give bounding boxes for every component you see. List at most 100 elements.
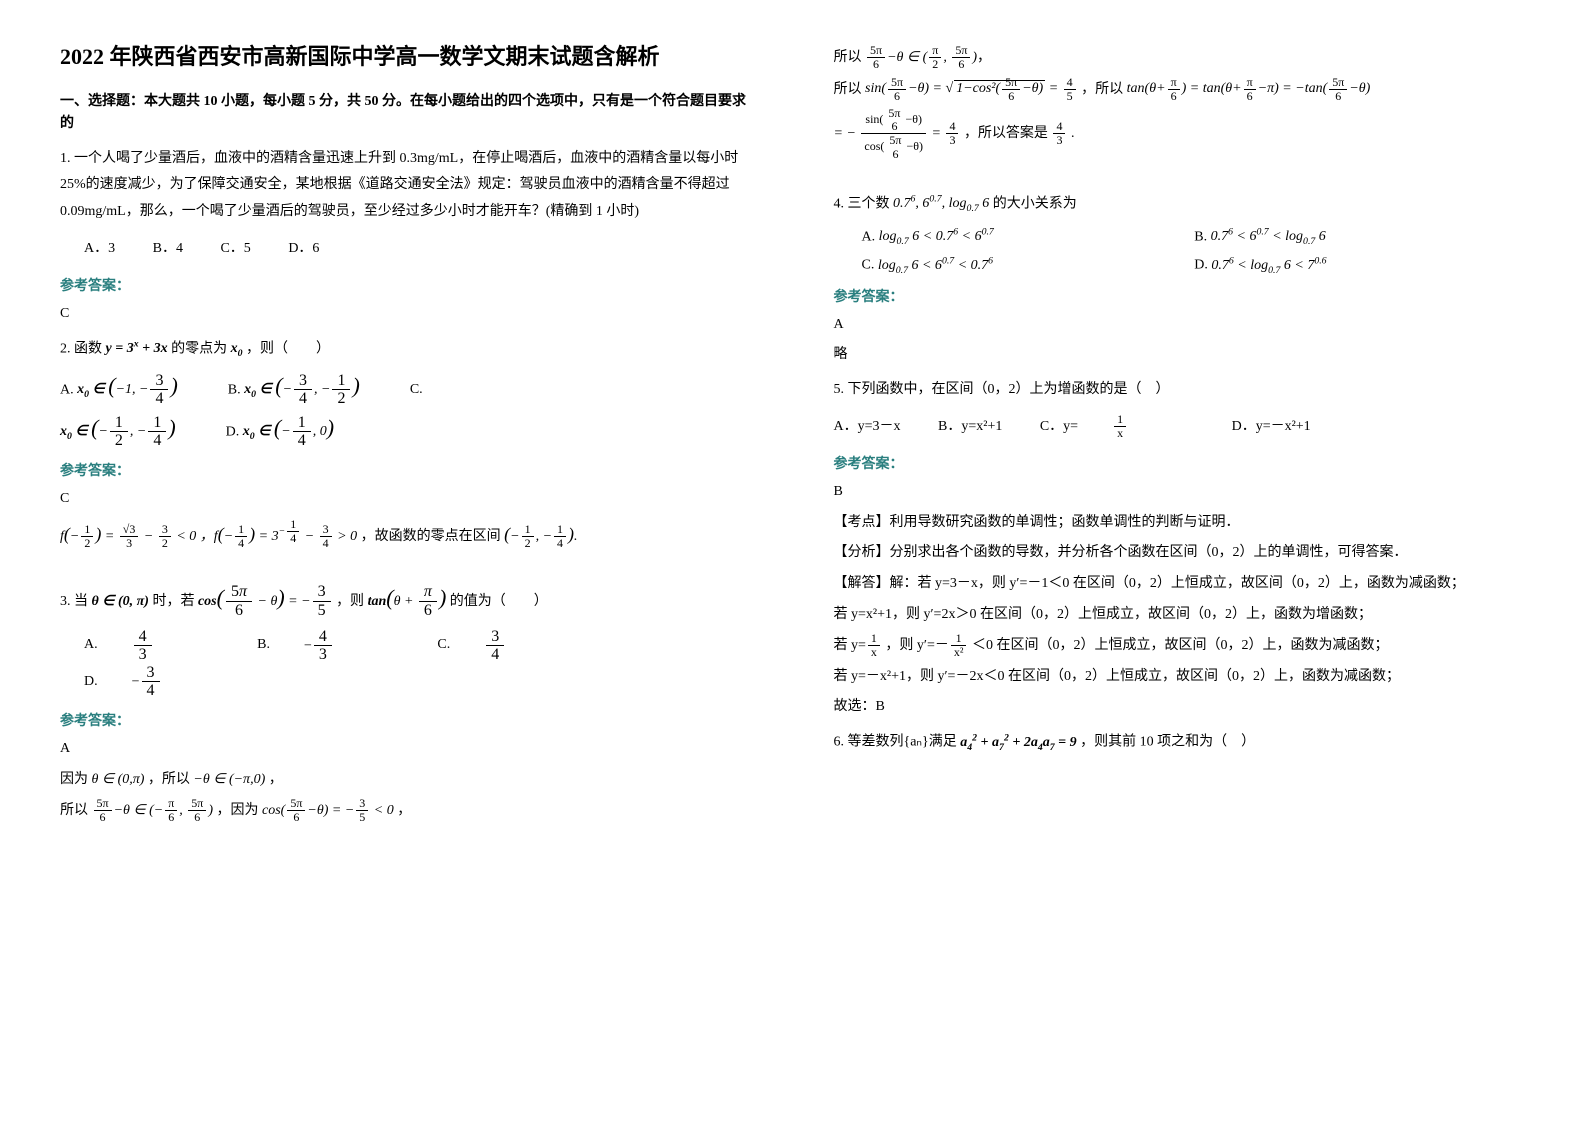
- q6m: a42 + a72 + 2a4a7 = 9: [960, 735, 1076, 750]
- c2l3t: ，所以答案是: [964, 126, 1048, 141]
- q2-optA-math: x0 ∈ (−1, −34): [77, 382, 178, 397]
- q4-optC: C. log0.7 6 < 60.7 < 0.76: [862, 255, 1195, 275]
- q3-stem: 3. 当 θ ∈ (0, π) 时，若 cos(5π6 − θ) = −35 ，…: [60, 577, 754, 620]
- q2-row1: A. x0 ∈ (−1, −34) B. x0 ∈ (−34, −12) C.: [60, 372, 754, 408]
- q5l2b: ，则 y′=－: [885, 638, 948, 653]
- q1-optC: C．5: [220, 234, 250, 265]
- c2l1m: 5π6−θ ∈ (π2, 5π6): [865, 50, 977, 65]
- c2-line3: = − sin(5π6−θ)cos(5π6−θ) = 43 ，所以答案是 43 …: [834, 107, 1528, 161]
- c2l3ans: 43: [1053, 120, 1065, 147]
- q2-func: y = 3x + 3x: [106, 341, 168, 356]
- q3-expl-2: 所以 5π6−θ ∈ (−π6, 5π6) ，因为 cos(5π6−θ) = −…: [60, 797, 754, 825]
- q4-extra: 略: [834, 342, 1528, 369]
- q2-stem-b: 的零点为: [171, 341, 231, 356]
- q2-ans-label: 参考答案：: [60, 460, 754, 480]
- q4sb: 的大小关系为: [993, 196, 1077, 211]
- q3-cond: θ ∈ (0, π): [92, 594, 149, 609]
- left-column: 2022 年陕西省西安市高新国际中学高一数学文期末试题含解析 一、选择题：本大题…: [60, 40, 754, 829]
- q2-optB-math: x0 ∈ (−34, −12): [244, 382, 360, 397]
- q5-tag2: 【分析】分别求出各个函数的导数，并分析各个函数在区间（0，2）上的单调性，可得答…: [834, 540, 1528, 567]
- q2-optC-math: x0 ∈ (−12, −14): [60, 424, 176, 439]
- q4-ans: A: [834, 312, 1528, 339]
- q6sa: 6. 等差数列{aₙ}满足: [834, 735, 961, 750]
- q1-optA: A．3: [84, 234, 115, 265]
- q2-stem-a: 2. 函数: [60, 341, 106, 356]
- q3-ans-label: 参考答案：: [60, 710, 754, 730]
- q2-optC-math-wrap: x0 ∈ (−12, −14): [60, 414, 176, 450]
- q4bm: 0.76 < 60.7 < log0.7 6: [1211, 229, 1326, 244]
- q4bl: B.: [1194, 229, 1210, 244]
- q3-optA: A. 43: [84, 628, 220, 664]
- c2l2b: ，所以: [1081, 81, 1127, 96]
- q5-ans: B: [834, 479, 1528, 506]
- q3-stem-a: 3. 当: [60, 594, 92, 609]
- q2-optB: B. x0 ∈ (−34, −12): [228, 372, 360, 408]
- q1-optD: D．6: [288, 234, 319, 265]
- q4-optD: D. 0.76 < log0.7 6 < 70.6: [1194, 255, 1527, 275]
- q3-l1m2: −θ ∈ (−π,0): [193, 772, 265, 787]
- q5-optA: A．y=3－x: [834, 412, 901, 443]
- q1-text: 1. 一个人喝了少量酒后，血液中的酒精含量迅速上升到 0.3mg/mL，在停止喝…: [60, 146, 754, 226]
- q3-expl-1: 因为 θ ∈ (0,π) ，所以 −θ ∈ (−π,0) ，: [60, 767, 754, 794]
- q2-optA: A. x0 ∈ (−1, −34): [60, 372, 178, 408]
- q3-optC: C. 34: [437, 628, 572, 664]
- section-1-head: 一、选择题：本大题共 10 小题，每小题 5 分，共 50 分。在每小题给出的四…: [60, 91, 754, 136]
- q3-l2m2: cos(5π6−θ) = −35 < 0: [262, 803, 394, 818]
- q3-l1b: ，所以: [148, 772, 194, 787]
- q6-stem: 6. 等差数列{aₙ}满足 a42 + a72 + 2a4a7 = 9 ，则其前…: [834, 729, 1528, 757]
- q2-ans: C: [60, 486, 754, 513]
- q3-stem-d: 的值为（ ）: [450, 594, 548, 609]
- q4am: log0.7 6 < 0.76 < 60.7: [879, 229, 994, 244]
- q4-optA: A. log0.7 6 < 0.76 < 60.7: [862, 227, 1195, 247]
- q2-optD: D. x0 ∈ (−14, 0): [226, 414, 334, 450]
- q2-expl-tail: ，故函数的零点在区间: [361, 529, 501, 544]
- q4-opts: A. log0.7 6 < 0.76 < 60.7 B. 0.76 < 60.7…: [834, 227, 1528, 276]
- q4-ans-label: 参考答案：: [834, 286, 1528, 306]
- q3-optD-l: D.: [84, 667, 98, 698]
- q1-optB: B．4: [153, 234, 183, 265]
- q2-optB-label: B.: [228, 382, 244, 397]
- doc-title: 2022 年陕西省西安市高新国际中学高一数学文期末试题含解析: [60, 40, 754, 73]
- q5-optD: D．y=－x²+1: [1232, 412, 1311, 443]
- q5l2a: 若 y=: [834, 638, 866, 653]
- q3-options: A. 43 B. −43 C. 34 D. −34: [60, 628, 754, 700]
- q4sa: 4. 三个数: [834, 196, 894, 211]
- q4cl: C.: [862, 258, 878, 273]
- q2-optD-label: D.: [226, 424, 243, 439]
- q5-optB: B．y=x²+1: [938, 412, 1002, 443]
- q5-options: A．y=3－x B．y=x²+1 C．y=1x D．y=－x²+1: [834, 412, 1528, 444]
- q3-optD: D. −34: [84, 664, 228, 700]
- q5l2c: ＜0 在区间（0，2）上恒成立，故区间（0，2）上，函数为减函数；: [972, 638, 1389, 653]
- q3-optB-l: B.: [257, 630, 270, 661]
- q1-ans: C: [60, 301, 754, 328]
- right-column: 所以 5π6−θ ∈ (π2, 5π6)， 所以 sin(5π6−θ) = √1…: [834, 40, 1528, 829]
- q2-stem-c: ，则（ ）: [246, 341, 330, 356]
- q5-optC: C．y=1x: [1040, 412, 1194, 443]
- q3-optC-l: C.: [437, 630, 450, 661]
- q4-optB: B. 0.76 < 60.7 < log0.7 6: [1194, 227, 1527, 247]
- page-root: 2022 年陕西省西安市高新国际中学高一数学文期末试题含解析 一、选择题：本大题…: [60, 40, 1527, 829]
- q3-optA-l: A.: [84, 630, 98, 661]
- q3-stem-c: ，则: [336, 594, 368, 609]
- q3-l2b: ，因为: [217, 803, 263, 818]
- q3-l2c: ，: [397, 803, 411, 818]
- c2l3e: .: [1071, 126, 1075, 141]
- q5-l4: 故选：B: [834, 694, 1528, 721]
- c2l2a: 所以: [834, 81, 866, 96]
- q3-l2m1: 5π6−θ ∈ (−π6, 5π6): [92, 803, 214, 818]
- q4dl: D.: [1194, 258, 1211, 273]
- c2l2m2: tan(θ+π6) = tan(θ+π6−π) = −tan(5π6−θ): [1127, 81, 1371, 96]
- q2-expl: f(−12) = √33 − 32 < 0 ，f(−14) = 3−14 − 3…: [60, 517, 754, 551]
- q3-optB: B. −43: [257, 628, 400, 664]
- q1-ans-label: 参考答案：: [60, 275, 754, 295]
- q5cl: C．y=: [1040, 412, 1078, 443]
- q5-ans-label: 参考答案：: [834, 453, 1528, 473]
- q3-l1a: 因为: [60, 772, 92, 787]
- q3-ans: A: [60, 736, 754, 763]
- q4dm: 0.76 < log0.7 6 < 70.6: [1211, 258, 1326, 273]
- q2-row2: x0 ∈ (−12, −14) D. x0 ∈ (−14, 0): [60, 414, 754, 450]
- q3-l2a: 所以: [60, 803, 92, 818]
- q4al: A.: [862, 229, 879, 244]
- c2-line2: 所以 sin(5π6−θ) = √1−cos²(5π6−θ) = 45 ，所以 …: [834, 76, 1528, 104]
- q5-tag1: 【考点】利用导数研究函数的单调性；函数单调性的判断与证明．: [834, 510, 1528, 537]
